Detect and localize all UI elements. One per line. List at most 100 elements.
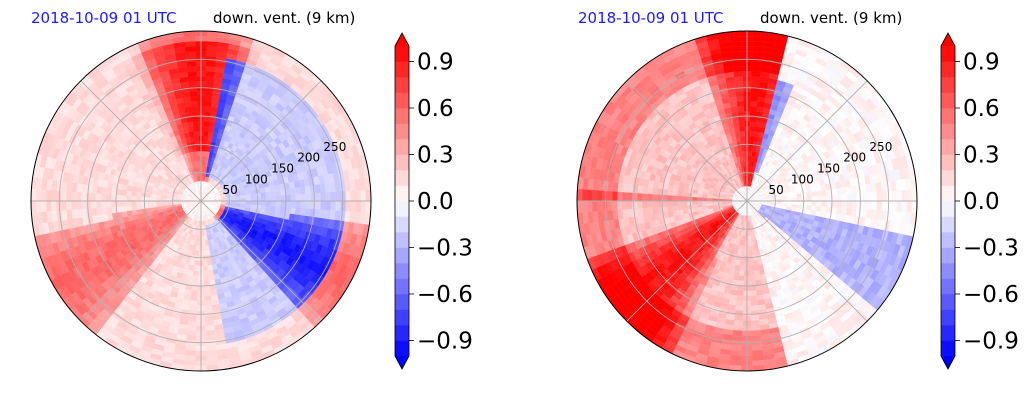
panel-left: 2018-10-09 01 UTC down. vent. (9 km) 501… <box>30 9 473 372</box>
colorbar-level <box>395 325 409 341</box>
field-cell <box>202 250 207 257</box>
field-cell <box>696 197 703 202</box>
field-cell <box>121 189 127 196</box>
field-cell <box>677 186 684 193</box>
field-cell <box>187 320 197 327</box>
field-cell <box>791 203 798 209</box>
field-cell <box>96 186 103 195</box>
field-cell <box>60 200 67 211</box>
field-cell <box>85 192 92 202</box>
field-cell <box>75 200 82 210</box>
colorbar-level <box>395 201 409 217</box>
field-cell <box>265 205 271 211</box>
field-cell <box>816 190 822 197</box>
field-cell <box>155 194 162 199</box>
field-cell <box>184 354 196 362</box>
colorbar-tick-label: 0.9 <box>417 50 454 76</box>
field-cell <box>136 187 143 193</box>
field-cell <box>811 195 818 202</box>
field-cell <box>642 186 649 195</box>
field-cell <box>696 193 703 199</box>
field-cell <box>320 192 327 202</box>
field-cell <box>748 140 754 147</box>
field-cell <box>183 35 196 43</box>
field-cell <box>831 194 838 202</box>
field-cell <box>150 200 157 205</box>
field-cell <box>189 95 198 102</box>
field-cell <box>696 200 703 205</box>
field-cell <box>131 186 138 193</box>
field-cell <box>846 193 853 202</box>
field-cell <box>270 205 276 212</box>
field-cell <box>250 200 257 206</box>
field-cell <box>701 194 708 199</box>
polar-field-left <box>31 31 371 371</box>
field-cell <box>202 155 206 162</box>
field-cell <box>202 145 207 152</box>
field-cell <box>106 187 113 195</box>
field-cell <box>255 204 262 210</box>
field-cell <box>736 254 742 261</box>
field-cell <box>806 205 813 211</box>
field-cell <box>135 200 142 206</box>
field-cell <box>681 196 688 202</box>
field-cell <box>202 260 208 267</box>
field-cell <box>204 315 214 322</box>
field-cell <box>106 207 113 215</box>
field-cell <box>750 300 759 307</box>
field-cell <box>325 191 332 202</box>
field-cell <box>50 200 57 212</box>
field-cell <box>101 207 108 216</box>
field-cell <box>671 195 678 202</box>
field-cell <box>70 200 77 211</box>
field-cell <box>821 195 828 202</box>
field-cell <box>125 195 132 202</box>
field-cell <box>206 350 218 357</box>
field-cell <box>70 191 77 202</box>
field-cell <box>754 126 761 133</box>
field-cell <box>206 146 211 152</box>
field-cell <box>205 330 216 337</box>
colorbar-level <box>395 294 409 310</box>
field-cell <box>738 245 743 251</box>
field-cell <box>821 206 827 213</box>
field-cell <box>131 191 137 197</box>
field-cell <box>738 275 745 282</box>
field-cell <box>194 255 200 262</box>
field-cell <box>733 269 740 276</box>
field-cell <box>686 200 693 206</box>
field-cell <box>265 195 272 202</box>
field-cell <box>40 189 47 202</box>
field-cell <box>280 200 287 208</box>
field-cell <box>796 204 803 209</box>
field-cell <box>840 207 847 216</box>
field-cell <box>737 280 745 287</box>
field-cell <box>186 60 197 67</box>
field-cell <box>185 55 197 62</box>
field-cell <box>205 65 216 72</box>
field-cell <box>240 203 247 208</box>
field-cell <box>101 186 108 195</box>
field-cell <box>55 190 62 202</box>
field-cell <box>841 200 848 209</box>
field-cell <box>205 70 215 77</box>
field-cell <box>194 140 200 147</box>
field-cell <box>737 250 742 256</box>
field-cell <box>155 197 162 202</box>
field-cell <box>801 204 808 210</box>
field-cell <box>736 105 745 112</box>
field-cell <box>186 274 194 281</box>
field-cell <box>360 200 367 213</box>
field-cell <box>35 200 42 213</box>
field-cell <box>805 209 812 215</box>
field-cell <box>742 235 746 242</box>
field-cell <box>299 207 306 216</box>
field-cell <box>345 190 352 202</box>
field-cell <box>204 80 214 87</box>
field-cell <box>202 140 208 147</box>
field-cell <box>205 340 217 347</box>
field-cell <box>295 200 302 209</box>
field-cell <box>145 196 152 202</box>
radial-tick-label: 200 <box>297 151 320 165</box>
field-cell <box>208 126 215 133</box>
